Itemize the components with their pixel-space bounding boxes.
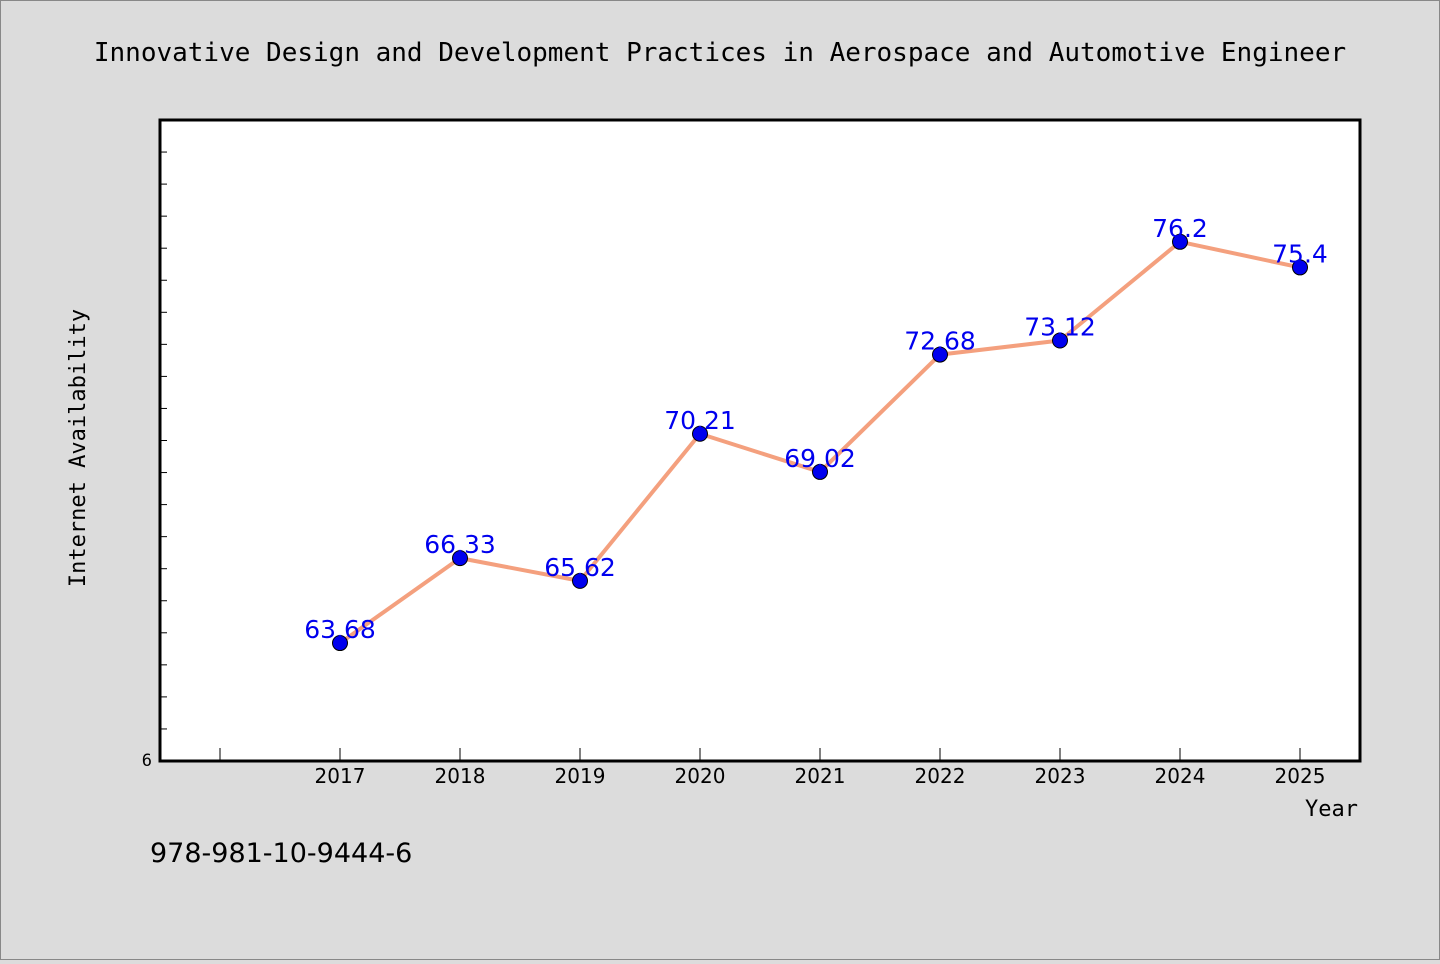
x-tick-label: 2025: [1275, 764, 1326, 788]
data-point: [1292, 259, 1308, 276]
plot-frame: [158, 118, 1362, 763]
x-tick-label: 2023: [1035, 764, 1086, 788]
x-tick-label: 2018: [435, 764, 486, 788]
data-label: 76.2: [1152, 214, 1208, 243]
series-layer: 63.68 66.33 65.62 70.21 69.02 72.68 73.12 76.2 7…: [304, 214, 1328, 652]
x-tick-label: 2021: [795, 764, 846, 788]
x-tick-label: 2022: [915, 764, 966, 788]
data-point: [692, 425, 708, 442]
data-point: [572, 572, 588, 589]
x-axis-label: Year: [1305, 797, 1358, 822]
x-tick-label: 2019: [555, 764, 606, 788]
data-label: 63.68: [304, 615, 376, 644]
chart-title: Innovative Design and Development Practi…: [94, 38, 1346, 68]
plot-area: [160, 120, 1360, 761]
x-tick-label: 2017: [315, 764, 366, 788]
data-point: [1052, 332, 1068, 349]
data-label: 65.62: [544, 553, 616, 582]
footer-isbn: 978-981-10-9444-6: [150, 838, 412, 869]
data-label: 66.33: [424, 530, 496, 559]
y-tick-label: 6: [142, 751, 152, 771]
x-tick-label: 2020: [675, 764, 726, 788]
x-axis-ticks: 2017 2018 2019 2020 2021 2022 2023 2024 2025: [219, 748, 1326, 788]
data-point: [332, 635, 348, 652]
data-label: 72.68: [904, 327, 976, 356]
x-tick-label: 2024: [1155, 764, 1206, 788]
data-label: 70.21: [664, 406, 736, 435]
data-point: [932, 346, 948, 363]
y-axis-label: Internet Availability: [66, 309, 91, 587]
data-label: 75.4: [1272, 239, 1328, 268]
data-point: [452, 550, 468, 567]
data-point: [1172, 233, 1188, 250]
data-label: 69.02: [784, 444, 856, 473]
data-point: [812, 463, 828, 480]
data-label: 73.12: [1024, 313, 1096, 342]
